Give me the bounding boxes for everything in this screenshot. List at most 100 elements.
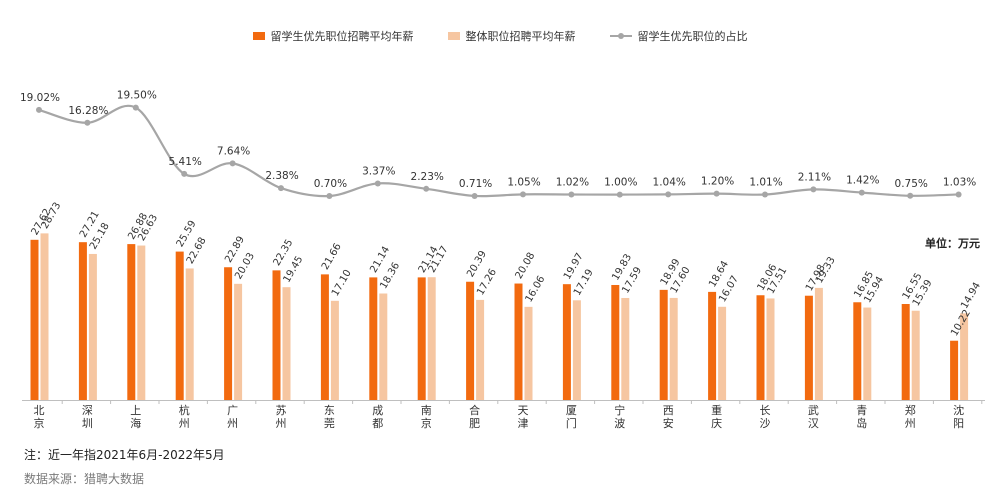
category-label: 阳	[953, 417, 964, 430]
line-label: 2.38%	[265, 170, 298, 182]
category-label: 苏	[276, 404, 287, 417]
bar-series2	[330, 300, 339, 400]
category-label: 厦	[566, 404, 577, 417]
category-label: 青	[856, 404, 867, 417]
bar-series1	[224, 267, 233, 400]
category-label: 州	[276, 417, 287, 430]
line-point	[568, 191, 575, 198]
legend-label-series3: 留学生优先职位的占比	[637, 30, 748, 43]
category-label: 广	[227, 404, 238, 417]
bar-series1	[950, 340, 959, 400]
category-label: 东	[324, 404, 335, 417]
bar-series2	[911, 310, 920, 400]
line-label: 1.20%	[701, 176, 734, 188]
line-point	[132, 104, 139, 111]
bar-series2	[234, 283, 243, 400]
line-point	[471, 192, 478, 199]
line-label: 1.00%	[604, 177, 637, 189]
category-label: 沈	[953, 403, 964, 417]
legend-item-series1: 留学生优先职位招聘平均年薪	[252, 28, 414, 44]
bar-series2	[766, 298, 775, 400]
bar-label-series2: 16.06	[524, 274, 548, 304]
bar-series2	[621, 297, 630, 400]
data-source: 数据来源：猎聘大数据	[24, 472, 145, 486]
line-label: 1.42%	[846, 175, 879, 187]
line-label: 1.01%	[749, 177, 782, 189]
category-label: 上	[130, 404, 141, 417]
legend-swatch-series2	[447, 32, 460, 40]
line-point	[955, 191, 962, 198]
bar-series1	[708, 291, 717, 400]
line-point	[181, 170, 188, 177]
bar-series2	[960, 313, 969, 400]
bar-series1	[562, 284, 571, 400]
line-point	[713, 190, 720, 197]
bar-label-series2: 14.94	[959, 281, 983, 311]
line-point	[762, 191, 768, 198]
legend-label-series1: 留学生优先职位招聘平均年薪	[270, 30, 414, 43]
bar-label-series1: 10.22	[949, 308, 973, 338]
line-point	[907, 192, 914, 199]
category-label: 州	[179, 417, 190, 430]
bar-series1	[417, 277, 426, 400]
category-label: 西	[663, 404, 674, 417]
line-label: 2.23%	[411, 171, 444, 183]
line-point	[616, 191, 623, 198]
category-label: 天	[518, 404, 529, 417]
line-point	[229, 160, 236, 167]
category-label: 成	[372, 404, 383, 417]
bar-series1	[611, 284, 620, 400]
line-point	[423, 185, 430, 192]
line-label: 7.64%	[217, 145, 250, 157]
line-point	[278, 185, 284, 192]
category-label: 深	[82, 404, 93, 417]
category-label: 海	[130, 416, 141, 430]
legend: 留学生优先职位招聘平均年薪 整体职位招聘平均年薪 留学生优先职位的占比	[0, 28, 1000, 44]
bar-series2	[524, 306, 533, 400]
category-label: 莞	[324, 417, 335, 430]
footnote: 注：近一年指2021年6月-2022年5月	[24, 448, 225, 462]
legend-swatch-series1	[252, 32, 265, 40]
category-label: 安	[663, 416, 674, 430]
line-label: 19.02%	[20, 92, 60, 104]
category-label: 波	[614, 417, 625, 430]
legend-label-series2: 整体职位招聘平均年薪	[465, 30, 576, 43]
category-label: 津	[518, 417, 529, 430]
bar-series1	[127, 244, 136, 400]
category-label: 州	[227, 417, 238, 430]
bar-series2	[282, 287, 291, 400]
bar-series1	[756, 295, 765, 400]
bar-series2	[476, 299, 485, 400]
category-label: 杭	[179, 403, 190, 417]
line-label: 1.04%	[653, 176, 686, 188]
line-point	[36, 106, 42, 113]
category-label: 肥	[469, 417, 480, 430]
line-label: 3.37%	[362, 165, 395, 177]
bar-series1	[659, 289, 668, 400]
line-point	[810, 186, 817, 193]
bar-series1	[30, 239, 39, 400]
bar-series2	[137, 245, 146, 400]
bar-series1	[272, 270, 281, 400]
bar-label-series1: 20.08	[514, 251, 538, 281]
legend-item-series3: 留学生优先职位的占比	[609, 28, 748, 44]
line-point	[84, 119, 91, 126]
category-label: 岛	[856, 416, 867, 430]
line-point	[858, 189, 865, 196]
category-label: 宁	[614, 403, 625, 417]
line-label: 1.03%	[943, 176, 976, 188]
category-label: 庆	[711, 416, 722, 430]
bar-series1	[466, 281, 475, 400]
bar-series2	[669, 297, 678, 400]
bar-label-series1: 21.66	[320, 242, 344, 272]
bar-series2	[718, 306, 727, 400]
bar-series1	[901, 304, 910, 400]
line-point	[374, 180, 381, 187]
category-label: 京	[421, 416, 432, 430]
line-label: 0.75%	[895, 178, 928, 190]
line-point	[665, 191, 672, 198]
category-label: 汉	[808, 417, 819, 430]
unit-label: 单位：万元	[925, 237, 980, 250]
bar-series1	[369, 277, 378, 400]
